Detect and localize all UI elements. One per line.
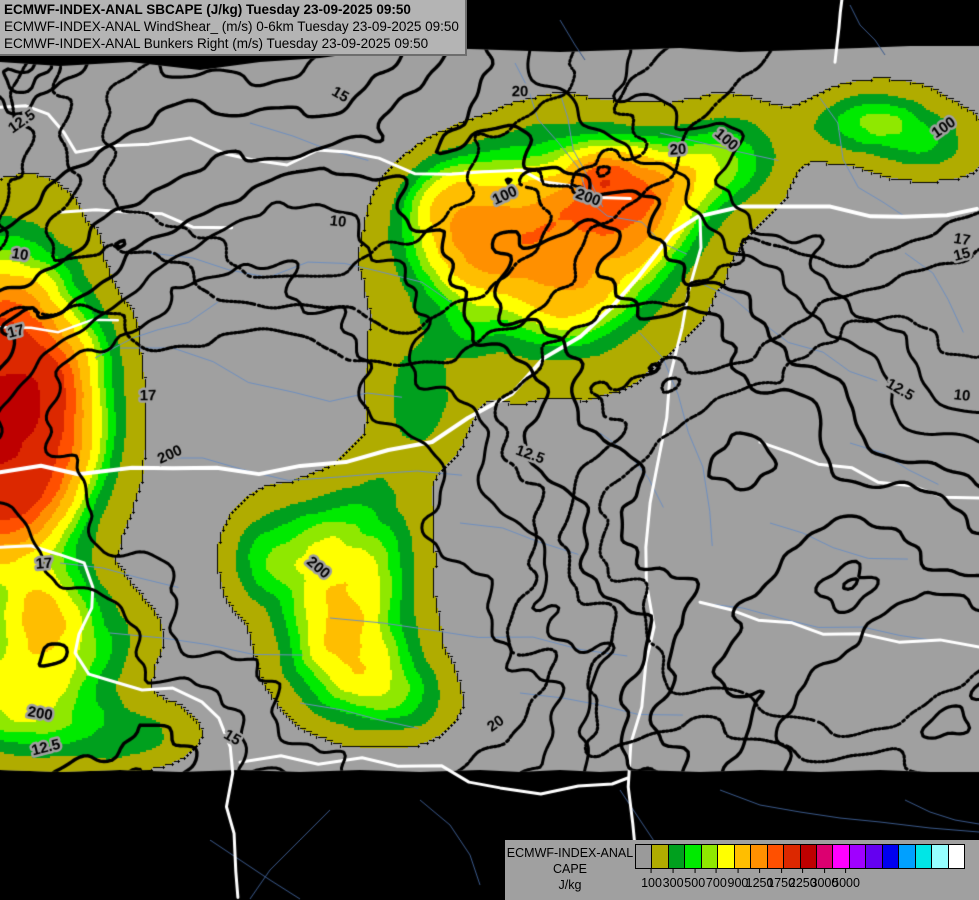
legend-tick-labels: 100 300 500 700 900 1250 1750 2250 3000 5000 [635,869,965,891]
legend-swatch-2 [668,845,686,868]
legend-color-bar[interactable] [635,844,965,869]
title-line-sbcape: ECMWF-INDEX-ANAL SBCAPE (J/kg) Tuesday 2… [4,2,411,17]
legend-caption: ECMWF-INDEX-ANAL CAPE J/kg [505,840,635,893]
title-line-windshear: ECMWF-INDEX-ANAL WindShear_ (m/s) 0-6km … [4,19,459,34]
legend-swatch-17 [915,845,933,868]
legend-swatch-3 [685,845,702,868]
legend-swatch-10 [800,845,817,868]
legend-swatch-7 [751,845,768,868]
legend-tick-100: 100 [641,869,662,893]
legend-swatch-0 [636,845,653,868]
legend-swatch-5 [718,845,735,868]
legend-tick-1250: 1250 [745,869,774,893]
legend-swatch-15 [882,845,900,868]
legend-swatch-12 [833,845,850,868]
legend-tick-700: 700 [706,869,727,893]
legend-swatch-18 [932,845,949,868]
legend-swatch-19 [948,845,965,868]
legend-swatch-13 [849,845,867,868]
legend-swatch-11 [816,845,834,868]
legend-swatch-8 [767,845,785,868]
legend-tick-label: 3000 [810,876,839,890]
legend-swatch-1 [652,845,669,868]
legend-tick-900: 900 [727,869,749,893]
legend-tick-2250: 2250 [789,869,817,893]
legend-model-label: ECMWF-INDEX-ANAL [506,846,634,860]
legend-tick-label: 100 [641,876,662,890]
legend-tick-300: 300 [663,869,684,893]
legend-swatch-16 [899,845,916,868]
legend-tick-label: 1250 [745,876,774,890]
legend-tick-label: 500 [684,876,706,890]
legend-swatch-6 [734,845,752,868]
legend-tick-500: 500 [684,869,705,893]
title-line-bunkers-right: ECMWF-INDEX-ANAL Bunkers Right (m/s) Tue… [4,36,429,51]
legend-tick-label: 1750 [767,876,796,890]
legend-tick-5000: 5000 [832,869,860,893]
legend-tick-label: 700 [705,876,727,890]
legend-tick-3000: 3000 [810,869,839,893]
legend-tick-label: 5000 [832,876,860,890]
legend-swatch-4 [701,845,719,868]
colorbar-legend: ECMWF-INDEX-ANAL CAPE J/kg 100 300 500 700 9… [505,840,979,900]
title-block: ECMWF-INDEX-ANAL SBCAPE (J/kg) Tuesday 2… [0,0,467,56]
legend-tick-label: 2250 [788,876,817,890]
legend-tick-1750: 1750 [767,869,795,893]
legend-bar-wrap: 100 300 500 700 900 1250 1750 2250 3000 5000 [635,844,965,891]
legend-units-label: J/kg [558,878,582,892]
legend-swatch-9 [784,845,801,868]
legend-parameter-label: CAPE [552,862,588,876]
legend-tick-label: 300 [662,876,684,890]
legend-tick-label: 900 [727,876,749,890]
legend-swatch-14 [866,845,883,868]
